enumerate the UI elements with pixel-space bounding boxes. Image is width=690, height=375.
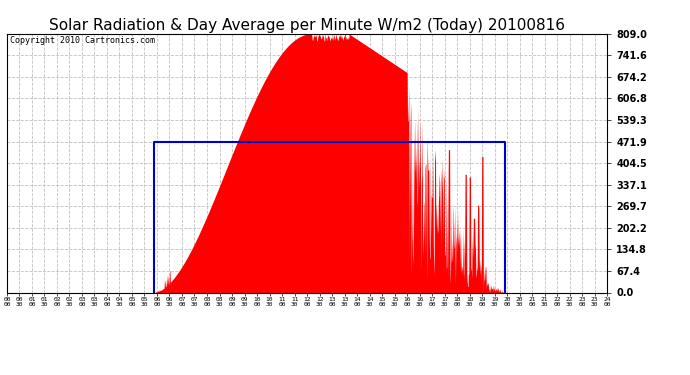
Title: Solar Radiation & Day Average per Minute W/m2 (Today) 20100816: Solar Radiation & Day Average per Minute…	[49, 18, 565, 33]
Text: Copyright 2010 Cartronics.com: Copyright 2010 Cartronics.com	[10, 36, 155, 45]
